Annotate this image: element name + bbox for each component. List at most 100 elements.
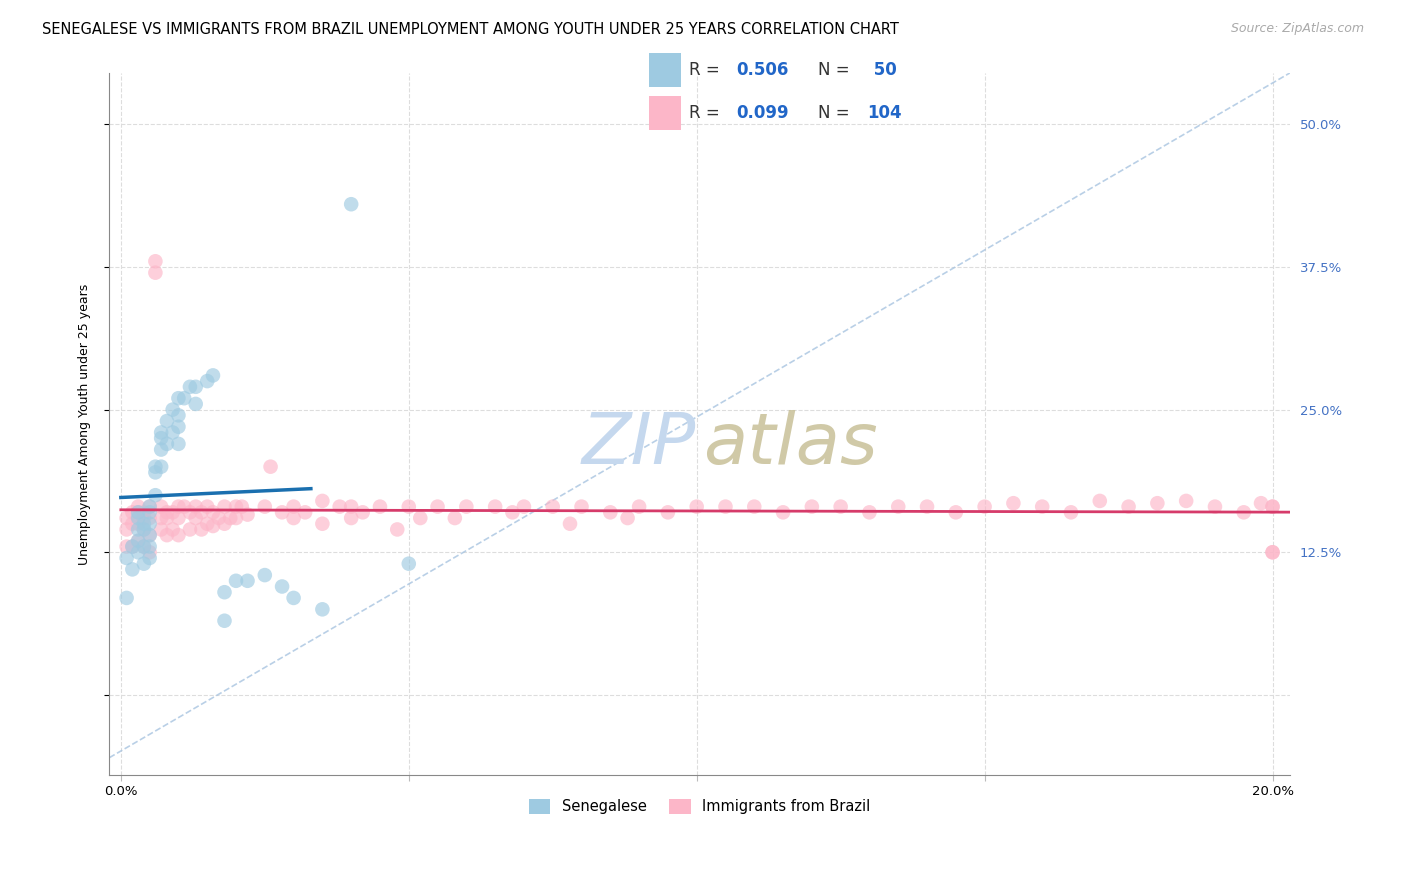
Point	[271, 580, 294, 594]
Point	[138, 540, 160, 554]
Point	[184, 380, 207, 394]
Point	[132, 540, 155, 554]
Point	[195, 516, 218, 531]
Point	[443, 511, 465, 525]
Point	[1261, 500, 1284, 514]
Point	[132, 511, 155, 525]
Point	[127, 533, 149, 548]
Text: 50: 50	[868, 61, 896, 78]
Point	[138, 500, 160, 514]
Text: 104: 104	[868, 104, 903, 122]
Text: ZIP: ZIP	[582, 410, 696, 479]
Point	[340, 511, 363, 525]
Point	[352, 505, 374, 519]
Point	[1261, 500, 1284, 514]
Point	[121, 540, 143, 554]
Point	[657, 505, 679, 519]
Point	[145, 254, 167, 268]
Point	[599, 505, 621, 519]
Point	[184, 397, 207, 411]
Point	[145, 266, 167, 280]
Point	[127, 545, 149, 559]
Point	[225, 500, 247, 514]
Point	[162, 505, 184, 519]
Point	[398, 500, 420, 514]
Text: SENEGALESE VS IMMIGRANTS FROM BRAZIL UNEMPLOYMENT AMONG YOUTH UNDER 25 YEARS COR: SENEGALESE VS IMMIGRANTS FROM BRAZIL UNE…	[42, 22, 898, 37]
Point	[426, 500, 449, 514]
Text: N =: N =	[818, 104, 855, 122]
Point	[138, 500, 160, 514]
Text: 0.506: 0.506	[737, 61, 789, 78]
Text: Source: ZipAtlas.com: Source: ZipAtlas.com	[1230, 22, 1364, 36]
Point	[127, 505, 149, 519]
Point	[1060, 505, 1083, 519]
Point	[571, 500, 593, 514]
Point	[179, 523, 201, 537]
Text: R =: R =	[689, 61, 724, 78]
Point	[887, 500, 910, 514]
Point	[179, 505, 201, 519]
Point	[162, 425, 184, 440]
Point	[127, 523, 149, 537]
Point	[541, 500, 564, 514]
Point	[145, 488, 167, 502]
Bar	[650, 96, 681, 130]
Point	[156, 437, 179, 451]
Point	[150, 523, 173, 537]
Point	[138, 511, 160, 525]
Point	[138, 505, 160, 519]
Point	[628, 500, 651, 514]
Point	[1204, 500, 1226, 514]
Text: N =: N =	[818, 61, 855, 78]
Point	[219, 511, 242, 525]
Point	[283, 511, 305, 525]
Point	[513, 500, 536, 514]
Point	[558, 516, 581, 531]
Point	[115, 523, 138, 537]
Point	[800, 500, 823, 514]
Point	[945, 505, 967, 519]
Point	[225, 511, 247, 525]
Point	[409, 511, 432, 525]
Point	[311, 494, 333, 508]
Point	[150, 425, 173, 440]
Point	[127, 533, 149, 548]
Point	[138, 528, 160, 542]
Point	[294, 505, 316, 519]
Point	[1261, 545, 1284, 559]
Point	[1261, 545, 1284, 559]
Point	[138, 516, 160, 531]
Point	[127, 516, 149, 531]
Point	[772, 505, 794, 519]
Point	[195, 374, 218, 388]
Text: 0.099: 0.099	[737, 104, 789, 122]
Point	[150, 511, 173, 525]
Point	[121, 516, 143, 531]
Point	[225, 574, 247, 588]
Point	[138, 545, 160, 559]
Point	[121, 505, 143, 519]
Point	[329, 500, 352, 514]
Point	[127, 500, 149, 514]
Point	[150, 442, 173, 457]
Point	[167, 500, 190, 514]
Point	[214, 614, 236, 628]
Point	[132, 557, 155, 571]
Point	[858, 505, 880, 519]
Point	[132, 523, 155, 537]
Point	[830, 500, 852, 514]
Point	[236, 508, 259, 522]
Point	[195, 500, 218, 514]
Point	[156, 505, 179, 519]
Point	[162, 523, 184, 537]
Point	[167, 511, 190, 525]
Point	[456, 500, 478, 514]
Point	[1118, 500, 1140, 514]
Point	[973, 500, 995, 514]
Point	[214, 500, 236, 514]
Point	[184, 511, 207, 525]
Point	[283, 591, 305, 605]
Point	[138, 551, 160, 566]
Point	[231, 500, 253, 514]
Point	[115, 591, 138, 605]
